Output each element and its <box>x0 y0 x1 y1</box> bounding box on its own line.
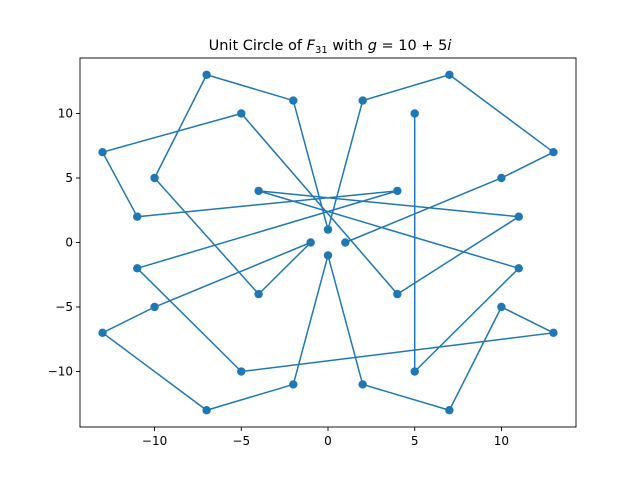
data-point <box>393 186 402 196</box>
data-point <box>393 289 402 299</box>
data-point <box>237 367 246 376</box>
x-tick-label: 5 <box>411 434 419 448</box>
data-point <box>445 406 454 415</box>
chart-title: Unit Circle of F31 with g = 10 + 5i <box>209 38 452 56</box>
y-tick-label: −10 <box>48 365 73 379</box>
data-point <box>254 289 263 299</box>
plot-area <box>98 70 558 415</box>
data-point <box>323 251 333 260</box>
data-point <box>410 109 419 118</box>
data-point <box>237 109 246 118</box>
y-tick-label: 10 <box>58 106 73 120</box>
x-tick-label: 10 <box>494 434 509 448</box>
data-point <box>341 238 350 247</box>
data-point <box>358 96 367 105</box>
data-point <box>254 186 263 196</box>
x-tick-label: 0 <box>324 434 332 448</box>
axes: −10 −5 0 5 10 −10 −5 0 5 10 <box>48 57 577 448</box>
x-tick-label: −10 <box>142 434 167 448</box>
data-point <box>410 367 419 376</box>
x-tick-label: −5 <box>232 434 250 448</box>
data-point <box>497 302 506 312</box>
series-line <box>101 74 555 411</box>
data-point <box>150 302 159 312</box>
data-point <box>289 96 298 105</box>
data-point <box>98 328 107 338</box>
data-point <box>445 70 454 79</box>
data-point <box>549 147 558 157</box>
data-point <box>133 212 142 221</box>
y-tick-label: 5 <box>65 171 73 185</box>
data-point <box>514 264 523 273</box>
data-point <box>202 406 211 415</box>
data-point <box>549 328 558 338</box>
data-point <box>289 380 298 389</box>
data-point <box>150 173 159 183</box>
y-tick-label: 0 <box>65 236 73 250</box>
data-point <box>497 173 506 183</box>
data-point <box>98 147 107 157</box>
data-point <box>358 380 367 389</box>
y-tick-label: −5 <box>55 300 73 314</box>
data-point <box>133 264 142 273</box>
data-point <box>306 238 315 247</box>
data-point <box>514 212 523 221</box>
data-point <box>323 225 333 234</box>
data-point <box>202 70 211 79</box>
